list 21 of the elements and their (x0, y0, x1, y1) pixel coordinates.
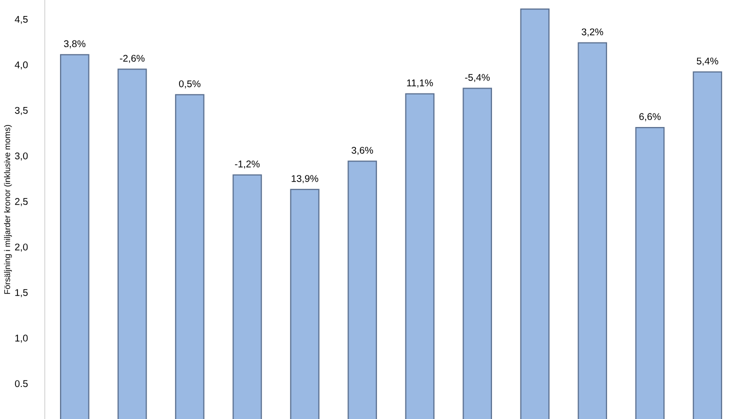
y-tick-label: 3,0 (14, 152, 28, 161)
annotation: -1,2% (234, 160, 260, 169)
annotation: 11,1% (407, 80, 433, 88)
annotation: -2,6% (120, 54, 145, 63)
y-tick-label: 4,0 (14, 61, 28, 70)
y-tick-label: 3,5 (14, 106, 28, 115)
annotation: 5,4% (696, 58, 718, 66)
y-tick-label: 1,0 (15, 334, 28, 343)
annotation: 3,8% (64, 40, 86, 48)
annotation: 6,6% (639, 113, 661, 122)
annotation: 0,5% (179, 80, 200, 88)
annotation: -5,4% (465, 74, 490, 82)
y-tick-label: 2,5 (15, 198, 28, 206)
annotation: 13,9% (292, 175, 318, 184)
y-tick-label: 4,5 (14, 16, 28, 24)
y-tick-label: 1,5 (15, 289, 28, 298)
y-tick-label: 2,0 (15, 244, 28, 252)
annotation: 3,2% (582, 28, 604, 36)
y-tick-label: 0.5 (14, 380, 28, 388)
y-axis-title: Försäljning i miljarder kronor (inklusive moms) (4, 125, 12, 294)
annotation: 3,6% (352, 146, 374, 155)
